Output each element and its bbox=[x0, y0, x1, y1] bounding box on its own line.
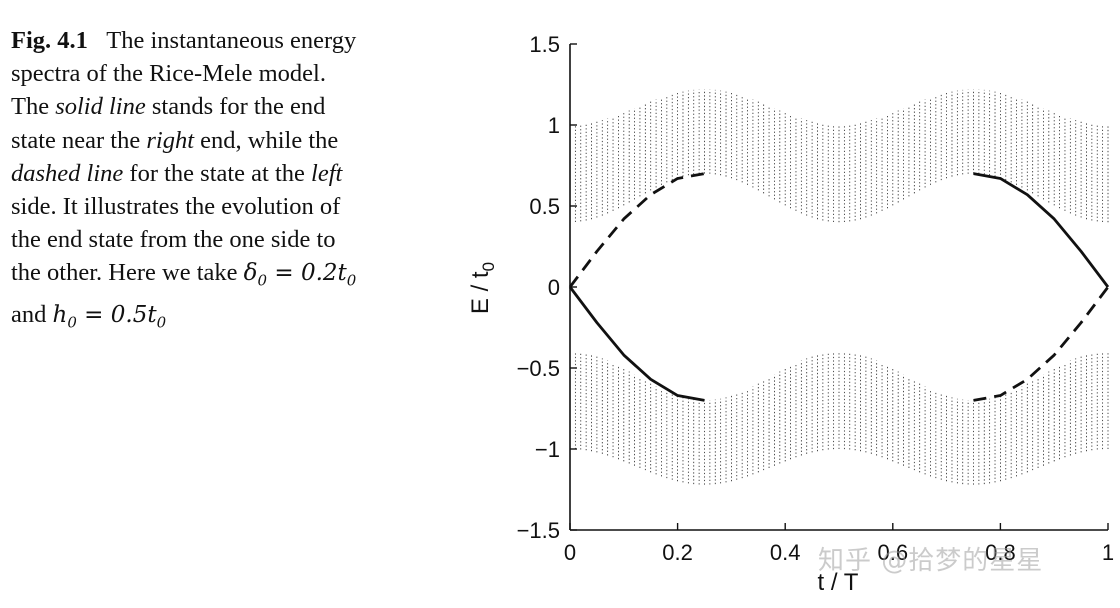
y-tick-label: 1.5 bbox=[529, 32, 560, 57]
bulk-bands bbox=[569, 89, 1109, 485]
figure-label: Fig. 4.1 bbox=[11, 27, 88, 54]
watermark: 知乎 @拾梦的星星 bbox=[818, 546, 1044, 576]
caption-italic-solid-line: solid line bbox=[55, 93, 146, 121]
x-tick-label: 0.2 bbox=[662, 540, 693, 565]
x-axis-label: t / T bbox=[818, 569, 859, 596]
caption-text: side. It illustrates the evolution of th… bbox=[11, 193, 341, 287]
caption-text: end, while the bbox=[194, 126, 339, 154]
dashed-end-state-line bbox=[568, 172, 705, 288]
caption-italic-right: right bbox=[146, 126, 195, 154]
caption-italic-dashed-line: dashed line bbox=[11, 159, 124, 187]
dashed-end-state-line bbox=[973, 286, 1110, 402]
end-state-curves bbox=[568, 172, 1110, 402]
chart-axes bbox=[569, 43, 1109, 531]
caption-text: stands for the end state near the bbox=[11, 93, 326, 154]
tick-labels: 1.510.50−0.5−1−1.50 0.2 0.4 0.6 0.8 1 bbox=[517, 32, 1115, 565]
caption-math-delta: δ0 = 0.2t0 bbox=[243, 260, 357, 291]
figure-caption: Fig. 4.1 The instantaneous energy spectr… bbox=[11, 24, 361, 340]
y-tick-label: −1 bbox=[535, 437, 560, 462]
solid-end-state-line bbox=[568, 286, 705, 402]
caption-text: for the state at the bbox=[123, 159, 312, 187]
caption-italic-left: left bbox=[311, 159, 343, 187]
y-tick-label: −0.5 bbox=[517, 356, 560, 381]
y-axis-label: E / t0 bbox=[467, 262, 498, 314]
y-tick-label: 0 bbox=[548, 275, 560, 300]
caption-text: and bbox=[11, 301, 53, 329]
caption-text: The instantaneous energy spectra of the … bbox=[11, 27, 357, 121]
x-tick-label: 0.4 bbox=[770, 540, 801, 565]
caption-math-h: h0 = 0.5t0 bbox=[52, 302, 167, 332]
y-tick-label: −1.5 bbox=[517, 518, 560, 543]
y-tick-label: 0.5 bbox=[529, 194, 560, 219]
x-tick-label: 0.6 bbox=[878, 540, 909, 565]
x-tick-label: 0.8 bbox=[985, 540, 1016, 565]
x-tick-label: 1 bbox=[1102, 540, 1114, 565]
solid-end-state-line bbox=[973, 172, 1110, 288]
x-tick-label: 0 bbox=[564, 540, 576, 565]
y-tick-label: 1 bbox=[548, 113, 560, 138]
